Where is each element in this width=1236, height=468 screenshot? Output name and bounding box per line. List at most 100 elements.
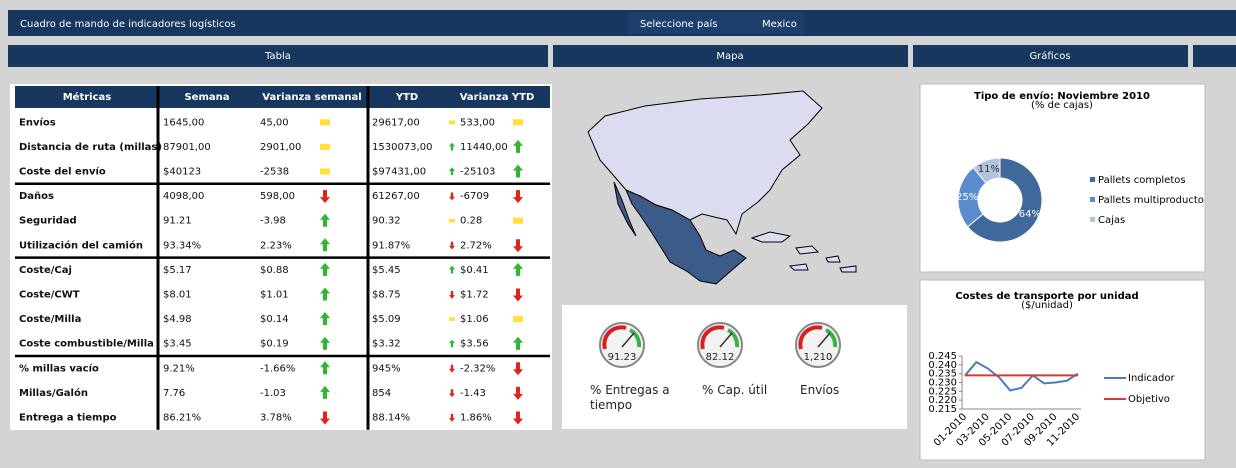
legend-label: Pallets multiproducto xyxy=(1098,195,1204,206)
table-cell: -2538 xyxy=(260,167,289,178)
table-cell: $3.45 xyxy=(163,339,192,350)
gauge-green-zone xyxy=(628,328,642,348)
gauge-red-zone xyxy=(700,325,725,350)
legend-label: Objetivo xyxy=(1128,394,1170,405)
table-cell: $1.06 xyxy=(460,314,489,325)
y-tick-label: 0.235 xyxy=(928,369,957,380)
chart-title: Costes de transporte por unidad xyxy=(955,291,1138,302)
trend-up-icon xyxy=(513,164,523,178)
column-header: Varianza YTD xyxy=(460,92,535,103)
chart-subtitle: ($/unidad) xyxy=(1021,300,1073,311)
table-cell: $1.72 xyxy=(460,290,489,301)
table-cell: $0.14 xyxy=(260,314,289,325)
trend-up-icon xyxy=(320,238,330,252)
table-cell: $0.19 xyxy=(260,339,289,350)
table-cell: $97431,00 xyxy=(372,167,426,178)
table-cell: $5.45 xyxy=(372,265,401,276)
tab-label[interactable]: Tabla xyxy=(264,51,291,62)
trend-up-icon xyxy=(449,265,455,274)
table-cell: 2.23% xyxy=(260,240,292,251)
table-cell: $40123 xyxy=(163,167,201,178)
gauge-needle xyxy=(817,332,831,348)
trend-down-icon xyxy=(449,192,455,201)
table-cell: 86.21% xyxy=(163,413,201,424)
slice-label: 11% xyxy=(978,164,1000,175)
table-cell: $0.41 xyxy=(460,265,489,276)
metric-name: Coste/CWT xyxy=(19,290,80,301)
gauge-label: Envíos xyxy=(800,383,840,397)
table-cell: $3.56 xyxy=(460,339,489,350)
trend-up-icon xyxy=(320,385,330,399)
trend-down-icon xyxy=(449,364,455,373)
country-value[interactable]: Mexico xyxy=(762,19,797,30)
trend-up-icon xyxy=(449,339,455,348)
metric-name: Entrega a tiempo xyxy=(19,413,117,424)
trend-flat-icon xyxy=(513,217,523,224)
trend-up-icon xyxy=(320,262,330,276)
table-cell: 1530073,00 xyxy=(372,142,432,153)
table-cell: $8.01 xyxy=(163,290,192,301)
table-cell: 29617,00 xyxy=(372,117,420,128)
trend-down-icon xyxy=(513,386,523,400)
trend-up-icon xyxy=(513,336,523,350)
tab[interactable] xyxy=(553,45,908,67)
line-panel xyxy=(919,279,1206,461)
tab-label[interactable]: Mapa xyxy=(716,51,743,62)
trend-down-icon xyxy=(449,241,455,250)
tab-label[interactable]: Gráficos xyxy=(1029,50,1070,62)
legend-swatch xyxy=(1090,197,1095,202)
table-cell: 1.86% xyxy=(460,413,492,424)
column-header: YTD xyxy=(395,92,418,103)
gauge-needle xyxy=(621,332,635,348)
metric-name: Utilización del camión xyxy=(19,239,143,251)
trend-down-icon xyxy=(449,413,455,422)
metric-name: Seguridad xyxy=(19,216,77,227)
metric-name: Coste/Caj xyxy=(19,265,72,276)
trend-down-icon xyxy=(513,362,523,376)
chart-subtitle: (% de cajas) xyxy=(1031,100,1093,111)
gauge-needle xyxy=(719,332,733,348)
column-header: Métricas xyxy=(63,91,112,103)
table-cell: 93.34% xyxy=(163,240,201,251)
trend-flat-icon xyxy=(449,120,455,125)
table-cell: 0.28 xyxy=(460,216,482,227)
metric-name: Distancia de ruta (millas) xyxy=(19,142,162,153)
map-mexico[interactable] xyxy=(625,189,747,285)
table-cell: 2901,00 xyxy=(260,142,301,153)
table-cell: 45,00 xyxy=(260,117,289,128)
table-cell: 61267,00 xyxy=(372,191,420,202)
gauge-value: 91.23 xyxy=(608,352,637,363)
pie-slice xyxy=(972,157,1001,184)
gauge-label: % Entregas a tiempo xyxy=(590,383,670,412)
metric-name: Coste/Milla xyxy=(19,314,81,325)
chart-title: Tipo de envío: Noviembre 2010 xyxy=(974,90,1150,102)
map-islands xyxy=(750,231,857,273)
trend-up-icon xyxy=(320,361,330,375)
table-cell: 1645,00 xyxy=(163,117,204,128)
table-cell: -1.43 xyxy=(460,388,486,399)
tab[interactable] xyxy=(8,45,548,67)
y-tick-label: 0.220 xyxy=(928,395,957,406)
map-baja xyxy=(613,181,637,237)
y-tick-label: 0.225 xyxy=(928,386,957,397)
trend-up-icon xyxy=(320,312,330,326)
tab[interactable] xyxy=(913,45,1188,67)
legend-label: Pallets completos xyxy=(1098,175,1186,186)
country-selector[interactable] xyxy=(628,12,804,34)
table-header xyxy=(15,86,550,108)
trend-up-icon xyxy=(513,139,523,153)
trend-up-icon xyxy=(320,213,330,227)
country-label: Seleccione país xyxy=(640,18,717,30)
trend-flat-icon xyxy=(513,316,523,323)
trend-down-icon xyxy=(320,190,330,204)
metric-name: Millas/Galón xyxy=(19,387,88,399)
gauge-red-zone xyxy=(798,325,823,350)
trend-flat-icon xyxy=(449,218,455,223)
y-tick-label: 0.230 xyxy=(928,378,957,389)
table-cell: 598,00 xyxy=(260,191,295,202)
table-cell: 4098,00 xyxy=(163,191,204,202)
legend-label: Indicador xyxy=(1128,373,1176,384)
table-cell: 2.72% xyxy=(460,240,492,251)
